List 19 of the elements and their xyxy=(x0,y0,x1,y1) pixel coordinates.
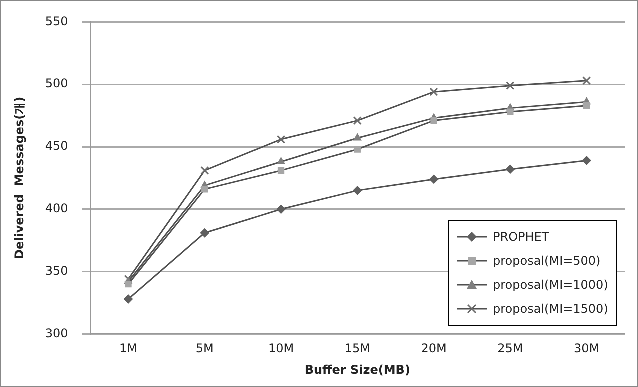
legend-label: PROPHET xyxy=(493,230,550,244)
y-tick-label: 300 xyxy=(45,326,68,340)
x-axis-title: Buffer Size(MB) xyxy=(304,362,410,377)
x-tick-label: 5M xyxy=(196,342,214,356)
y-tick-label: 550 xyxy=(45,14,68,28)
y-axis-title: Delivered Messages(개) xyxy=(12,96,26,260)
x-tick-label: 10M xyxy=(268,342,294,356)
legend-label: proposal(MI=1500) xyxy=(493,302,608,316)
x-tick-label: 1M xyxy=(119,342,138,356)
legend-label: proposal(MI=500) xyxy=(493,254,601,268)
y-tick-label: 350 xyxy=(45,264,68,278)
y-tick-label: 450 xyxy=(45,139,68,154)
y-tick-label: 500 xyxy=(45,76,68,91)
y-tick-label: 400 xyxy=(45,202,68,216)
x-tick-label: 30M xyxy=(574,342,600,356)
legend-label: proposal(MI=1000) xyxy=(493,278,608,292)
x-tick-label: 15M xyxy=(344,342,370,356)
x-tick-label: 25M xyxy=(498,342,524,356)
x-tick-label: 20M xyxy=(421,342,447,356)
